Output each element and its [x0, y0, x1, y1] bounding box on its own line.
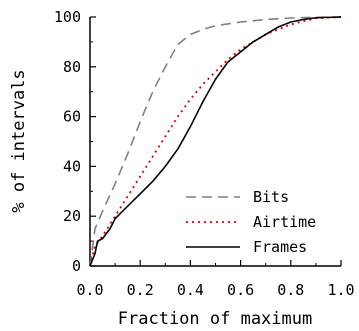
y-tick-label: 100: [54, 8, 81, 26]
x-tick-label: 0.2: [127, 281, 154, 299]
legend: Bits Airtime Frames: [186, 188, 316, 256]
tick-labels: 0.0 0.2 0.4 0.6 0.8 1.0 0 20 40 60 80 100: [54, 8, 355, 299]
y-tick-label: 80: [63, 58, 81, 76]
y-tick-label: 40: [63, 157, 81, 175]
axis-ticks: [89, 16, 342, 267]
x-tick-label: 0.4: [177, 281, 204, 299]
legend-label-bits: Bits: [253, 188, 289, 206]
y-tick-label: 20: [63, 207, 81, 225]
x-axis-title: Fraction of maximum: [118, 309, 312, 329]
x-tick-label: 0.8: [277, 281, 304, 299]
legend-label-frames: Frames: [253, 238, 307, 256]
series-line-frames: [89, 16, 342, 267]
y-tick-label: 60: [63, 108, 81, 126]
x-tick-label: 0.0: [76, 281, 103, 299]
legend-label-airtime: Airtime: [253, 213, 316, 231]
y-tick-label: 0: [72, 257, 81, 275]
x-tick-label: 1.0: [327, 281, 354, 299]
series-line-bits: [89, 16, 342, 267]
y-axis-title: % of intervals: [9, 69, 29, 212]
series-lines: [89, 16, 342, 267]
x-tick-label: 0.6: [227, 281, 254, 299]
